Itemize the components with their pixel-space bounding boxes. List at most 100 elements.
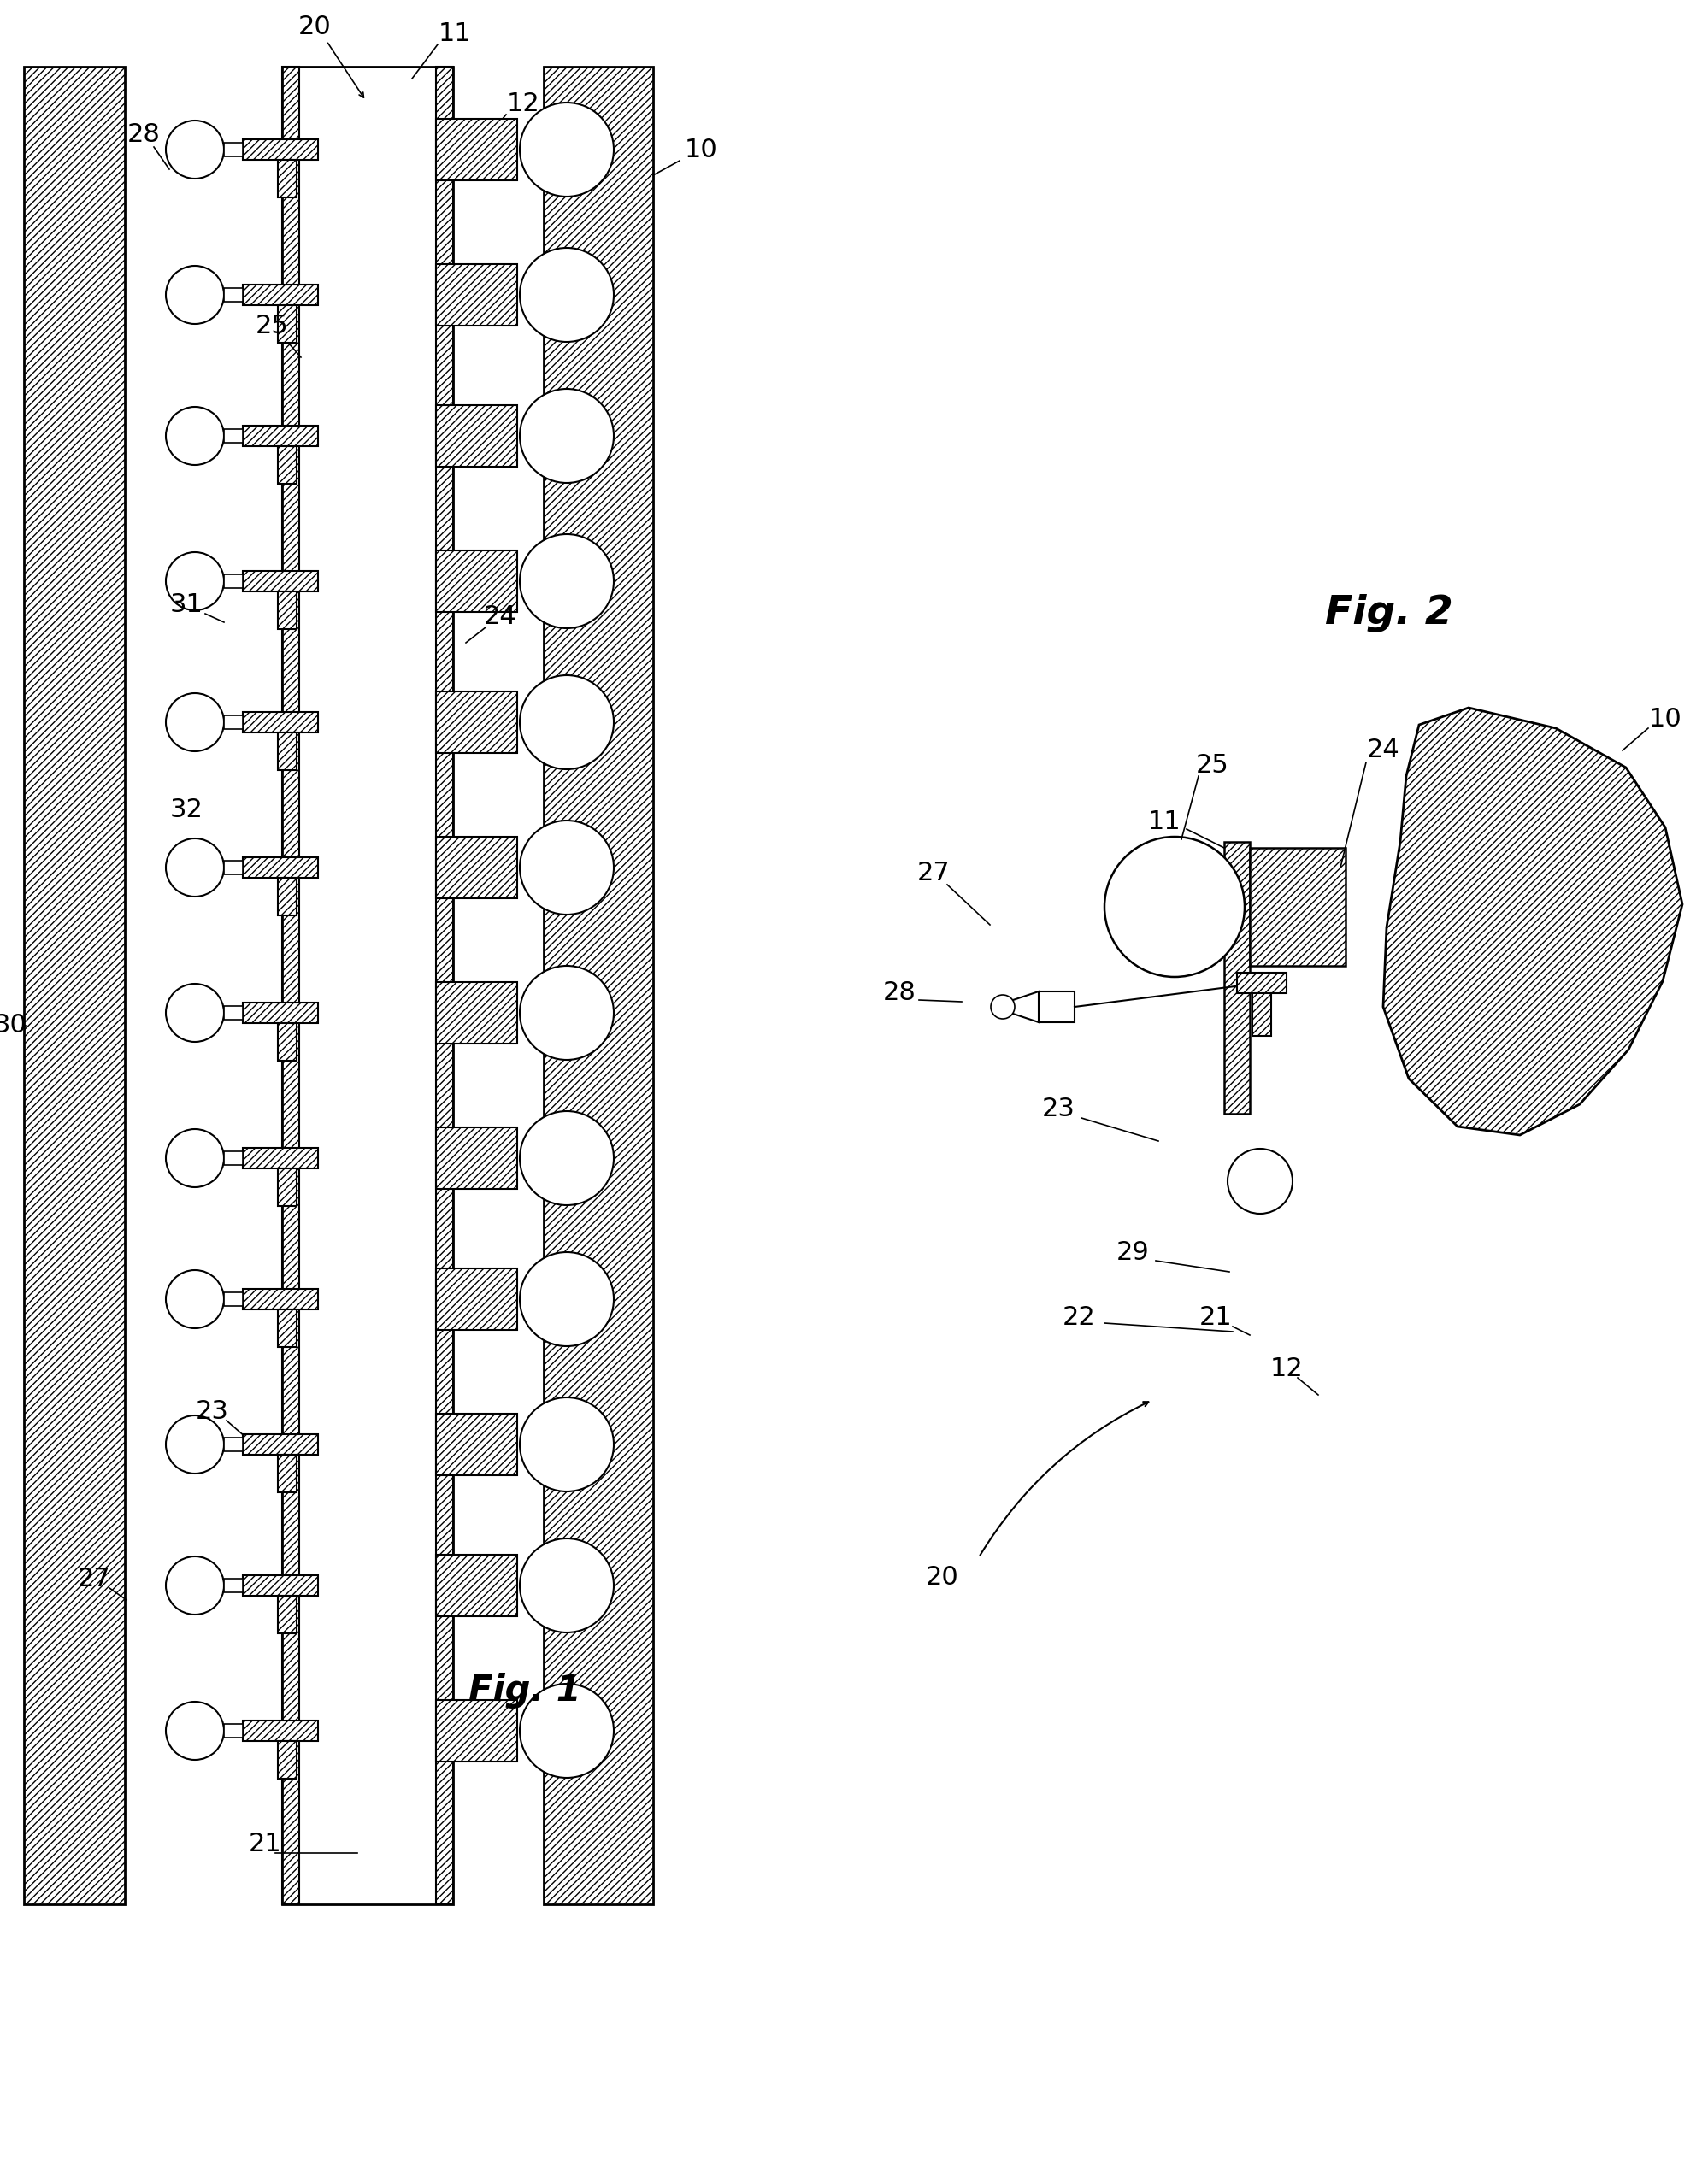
Circle shape	[519, 1684, 613, 1777]
Bar	[436, 406, 518, 466]
Bar	[243, 1576, 318, 1596]
Circle shape	[166, 553, 224, 611]
Bar	[243, 570, 318, 592]
Circle shape	[991, 995, 1015, 1019]
Bar	[278, 732, 297, 771]
Polygon shape	[1013, 991, 1038, 1021]
Text: 11: 11	[439, 22, 471, 47]
Bar	[224, 287, 243, 302]
Polygon shape	[1383, 708, 1682, 1136]
Text: 12: 12	[1271, 1356, 1303, 1382]
Bar	[224, 1723, 243, 1738]
Text: 32: 32	[169, 799, 203, 823]
Bar	[224, 430, 243, 443]
Circle shape	[166, 1269, 224, 1328]
Text: 20: 20	[926, 1565, 958, 1589]
Bar	[243, 712, 318, 732]
Text: 27: 27	[917, 861, 950, 885]
Text: Fig. 2: Fig. 2	[1325, 594, 1454, 633]
Bar	[224, 715, 243, 730]
Circle shape	[166, 121, 224, 179]
Bar	[543, 67, 652, 1904]
Text: 10: 10	[685, 138, 717, 162]
Bar	[278, 1308, 297, 1347]
Text: 23: 23	[195, 1399, 229, 1425]
Bar	[243, 1289, 318, 1308]
Bar	[436, 982, 518, 1043]
Bar	[436, 1414, 518, 1475]
Circle shape	[519, 1112, 613, 1205]
Circle shape	[519, 820, 613, 915]
Circle shape	[166, 1557, 224, 1615]
Circle shape	[166, 838, 224, 896]
Circle shape	[1105, 838, 1245, 976]
Circle shape	[166, 1701, 224, 1760]
Circle shape	[166, 266, 224, 324]
Text: 11: 11	[1148, 810, 1180, 836]
Text: 24: 24	[483, 605, 516, 630]
Bar	[436, 838, 518, 898]
Circle shape	[519, 248, 613, 341]
Bar	[278, 1168, 297, 1207]
Text: 20: 20	[297, 15, 331, 39]
Text: 23: 23	[1042, 1097, 1074, 1123]
Circle shape	[166, 1129, 224, 1187]
Bar	[243, 285, 318, 304]
Text: 25: 25	[1196, 753, 1228, 777]
Text: 12: 12	[507, 93, 540, 117]
Circle shape	[519, 676, 613, 769]
Bar	[1250, 848, 1346, 965]
Bar	[436, 67, 453, 1904]
Circle shape	[519, 104, 613, 196]
Bar	[1038, 991, 1074, 1021]
Bar	[24, 67, 125, 1904]
Bar	[224, 574, 243, 587]
Circle shape	[166, 406, 224, 464]
Text: Fig. 1: Fig. 1	[468, 1673, 581, 1708]
Bar	[278, 1455, 297, 1492]
Text: 10: 10	[1648, 708, 1682, 732]
Bar	[278, 879, 297, 915]
Bar	[436, 1127, 518, 1190]
Bar	[278, 1023, 297, 1060]
Text: 22: 22	[1062, 1306, 1095, 1330]
Bar	[436, 263, 518, 326]
Bar	[436, 1554, 518, 1617]
Bar	[436, 551, 518, 611]
Bar	[224, 1578, 243, 1593]
Circle shape	[166, 985, 224, 1043]
Bar	[436, 1267, 518, 1330]
Circle shape	[166, 693, 224, 751]
Bar	[436, 691, 518, 753]
Bar	[243, 140, 318, 160]
Circle shape	[519, 533, 613, 628]
Circle shape	[519, 1397, 613, 1492]
Text: 21: 21	[1199, 1306, 1231, 1330]
Text: 28: 28	[126, 123, 161, 147]
Bar	[243, 1149, 318, 1168]
Text: 27: 27	[77, 1567, 111, 1591]
Circle shape	[519, 389, 613, 484]
Bar	[243, 857, 318, 879]
Bar	[224, 861, 243, 874]
Text: 29: 29	[1115, 1239, 1149, 1265]
Text: 28: 28	[883, 980, 915, 1006]
Bar	[278, 447, 297, 484]
Text: 31: 31	[169, 594, 203, 617]
Bar	[278, 1596, 297, 1634]
Bar	[243, 1434, 318, 1455]
Circle shape	[519, 1252, 613, 1347]
Bar	[282, 67, 453, 1904]
Bar	[243, 1002, 318, 1023]
Bar	[278, 1740, 297, 1779]
Bar	[224, 1293, 243, 1306]
Bar	[224, 142, 243, 155]
Bar	[278, 304, 297, 343]
Text: 25: 25	[254, 313, 289, 339]
Text: 21: 21	[248, 1833, 282, 1857]
Bar	[224, 1006, 243, 1019]
Circle shape	[166, 1416, 224, 1475]
Circle shape	[1228, 1149, 1293, 1213]
Circle shape	[519, 965, 613, 1060]
Bar	[282, 67, 299, 1904]
